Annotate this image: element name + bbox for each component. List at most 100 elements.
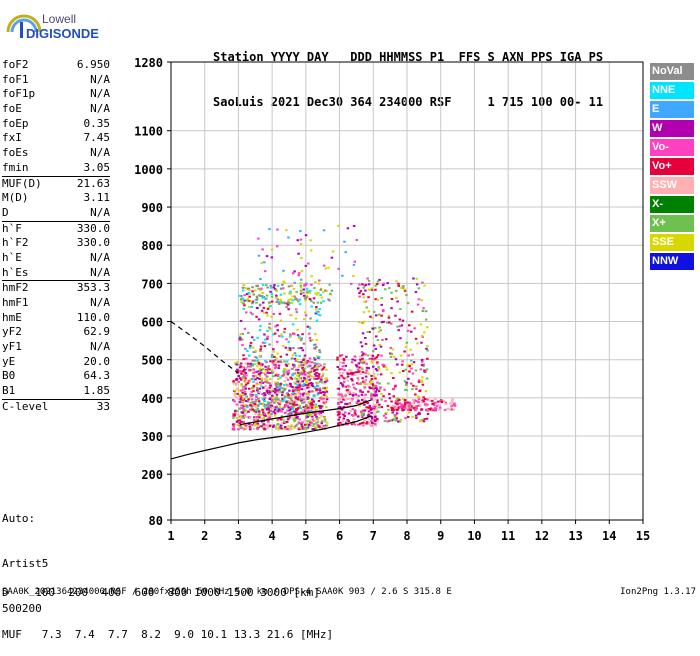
echo-point [249,341,253,344]
echo-point [314,312,318,315]
echo-point [374,377,377,380]
echo-point [359,290,363,293]
echo-point [305,410,309,413]
echo-point [300,423,303,426]
echo-point [359,358,362,361]
echo-point [417,403,421,406]
echo-point [356,395,359,398]
echo-point [299,393,302,396]
echo-point [417,287,421,290]
echo-point [344,399,347,402]
echo-point [275,290,278,293]
echo-point [287,413,290,415]
x-tick-label: 13 [568,529,582,543]
echo-point [354,393,358,396]
echo-point [366,383,369,386]
echo-point [325,395,329,398]
echo-point [317,291,320,294]
echo-point [274,365,278,368]
param-name: h`F [2,221,22,235]
echo-point [394,314,397,317]
echo-point [320,405,324,408]
echo-point [265,255,269,258]
echo-point [261,292,264,294]
echo-point [285,338,288,341]
echo-point [239,366,242,369]
echo-point [276,401,280,404]
echo-point [313,362,316,365]
echo-point [277,367,280,370]
echo-point [299,243,303,246]
echo-point [298,355,301,357]
echo-point [245,374,248,377]
echo-point [301,349,305,352]
echo-point [261,368,265,371]
echo-point [266,407,269,410]
echo-point [301,366,304,369]
echo-point [371,316,374,319]
echo-point [414,407,418,410]
echo-point [342,372,345,374]
echo-point [245,412,248,415]
echo-point [397,420,400,423]
echo-point [337,376,341,379]
echo-point [410,310,414,313]
echo-point [257,237,260,240]
echo-point [269,328,272,331]
echo-point [241,391,244,394]
echo-point [453,403,456,405]
echo-point [387,408,390,411]
echo-point [438,408,441,411]
echo-point [275,294,278,297]
echo-point [238,401,242,404]
echo-point [282,344,285,347]
echo-point [242,416,245,419]
echo-point [259,289,262,291]
echo-point [315,372,318,375]
y-tick-label: 800 [141,239,163,253]
echo-point [296,423,299,426]
echo-point [294,359,298,362]
echo-point [360,393,364,396]
echo-point [269,286,273,289]
echo-point [253,338,256,341]
echo-point [414,409,417,412]
echo-point [317,310,320,313]
echo-point [276,352,280,355]
echo-point [426,357,429,360]
echo-point [282,287,285,290]
echo-point [241,397,245,400]
echo-point [247,287,250,290]
echo-point [231,423,235,426]
echo-point [287,425,290,428]
echo-point [377,390,381,393]
param-name: yE [2,354,16,368]
echo-point [273,359,277,362]
echo-point [289,347,292,350]
echo-point [381,310,385,313]
echo-point [287,349,290,352]
echo-point [248,428,252,431]
echo-point [409,382,413,385]
echo-point [405,341,409,344]
echo-point [234,409,237,412]
echo-point [367,288,371,291]
param-value: 6.950 [76,58,110,71]
echo-point [261,397,264,400]
echo-point [281,408,284,411]
echo-point [384,416,388,419]
echo-point [380,354,383,357]
echo-point [276,245,279,248]
echo-point [314,280,317,283]
echo-point [295,298,299,301]
echo-point [328,283,331,286]
echo-point [370,287,373,290]
echo-point [360,398,364,401]
echo-point [257,362,261,365]
echo-point [289,298,293,301]
echo-point [232,414,235,417]
param-value: 3.11 [83,191,111,205]
echo-point [382,365,386,368]
echo-point [414,400,418,403]
echo-point [303,318,306,321]
